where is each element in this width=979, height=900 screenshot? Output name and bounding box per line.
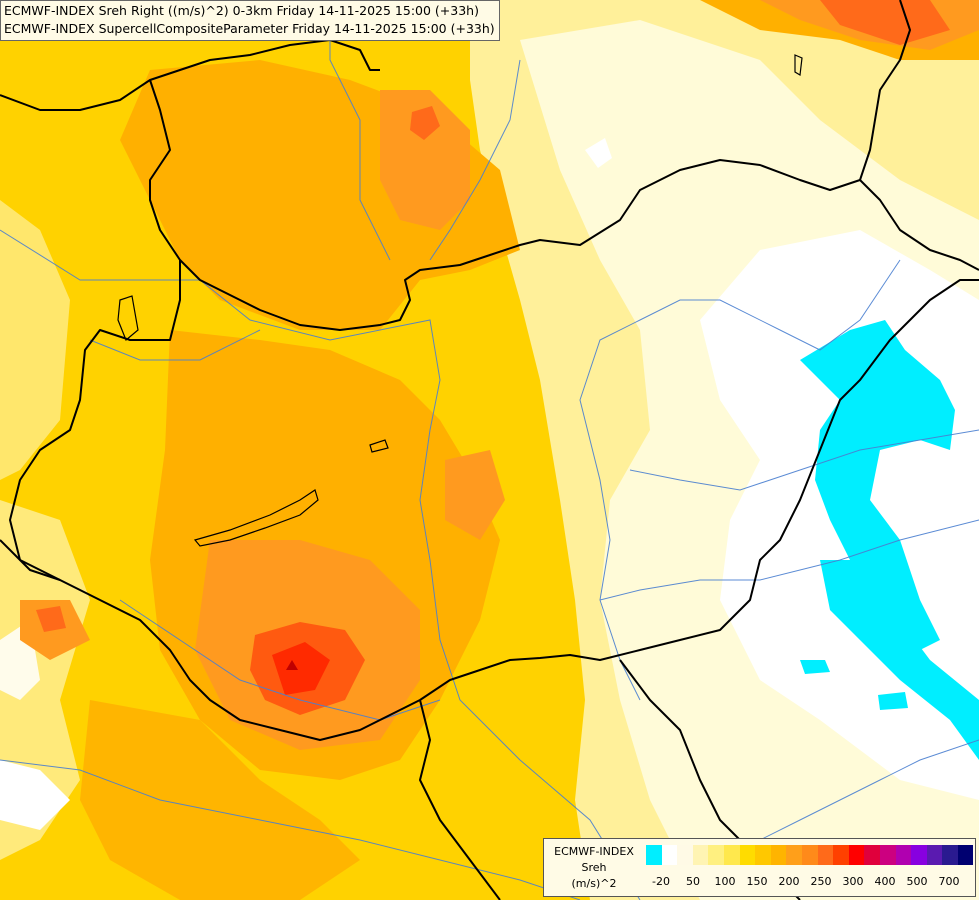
legend-unit: (m/s)^2 bbox=[571, 877, 617, 890]
river-tisza bbox=[579, 259, 901, 701]
red-orange-west bbox=[36, 606, 66, 632]
deep-orange-east bbox=[445, 450, 505, 540]
border-hr-rs bbox=[419, 699, 501, 900]
river-vah bbox=[429, 59, 521, 261]
river-danube bbox=[0, 229, 641, 900]
legend-swatch bbox=[895, 845, 912, 865]
white-spot-north bbox=[585, 138, 612, 168]
color-legend: ECMWF-INDEX Sreh (m/s)^2 -20 50 100 150 200 2… bbox=[543, 838, 976, 897]
legend-tick-label: 500 bbox=[906, 875, 928, 888]
red-orange-ne bbox=[820, 0, 950, 45]
red-marker bbox=[286, 660, 298, 670]
light-yellow-west bbox=[0, 200, 70, 480]
legend-swatches bbox=[646, 845, 974, 865]
legend-swatch bbox=[801, 845, 818, 865]
cyan-region-lobe bbox=[820, 560, 979, 760]
river-drava bbox=[119, 599, 441, 721]
legend-swatch bbox=[739, 845, 756, 865]
legend-tick-label: 50 bbox=[686, 875, 700, 888]
lake-small-ne bbox=[794, 54, 803, 76]
legend-swatch bbox=[661, 845, 678, 865]
legend-swatch bbox=[786, 845, 802, 865]
legend-tick-label: 700 bbox=[938, 875, 960, 888]
deep-orange-north bbox=[380, 90, 470, 230]
lake-balaton bbox=[193, 489, 319, 547]
red-orange-north bbox=[410, 106, 440, 140]
title-line-sreh: ECMWF-INDEX Sreh Right ((m/s)^2) 0-3km F… bbox=[4, 3, 479, 18]
legend-tick-label: 300 bbox=[842, 875, 864, 888]
legend-title: ECMWF-INDEX bbox=[554, 845, 634, 858]
border-ua bbox=[859, 0, 911, 181]
lakes bbox=[117, 54, 803, 547]
border-sw bbox=[0, 539, 61, 581]
river-sava bbox=[0, 759, 581, 900]
legend-swatch bbox=[817, 845, 834, 865]
legend-swatch bbox=[879, 845, 896, 865]
title-line-supercell: ECMWF-INDEX SupercellCompositeParameter … bbox=[4, 21, 495, 36]
legend-tick-label: 400 bbox=[874, 875, 896, 888]
legend-tick-label: 150 bbox=[746, 875, 768, 888]
border-at-hu bbox=[9, 260, 979, 741]
legend-swatch bbox=[755, 845, 771, 865]
white-spot-southwest bbox=[0, 760, 70, 830]
red-core bbox=[272, 642, 330, 695]
orange-region-sw bbox=[80, 700, 360, 900]
river-somes bbox=[629, 429, 979, 491]
legend-swatch bbox=[723, 845, 740, 865]
legend-swatch bbox=[957, 845, 974, 865]
legend-swatch bbox=[708, 845, 724, 865]
legend-swatch bbox=[926, 845, 943, 865]
legend-tick-label: 100 bbox=[714, 875, 736, 888]
river-raba bbox=[89, 329, 261, 361]
border-at-cz bbox=[149, 79, 979, 331]
map-title-box: ECMWF-INDEX Sreh Right ((m/s)^2) 0-3km F… bbox=[0, 0, 500, 41]
legend-variable: Sreh bbox=[581, 861, 607, 874]
legend-swatch bbox=[677, 845, 693, 865]
river-mures bbox=[599, 519, 979, 601]
legend-swatch bbox=[911, 845, 927, 865]
border-cz-sk-at bbox=[0, 39, 380, 111]
legend-ticks: -20 50 100 150 200 250 300 400 500 700 bbox=[646, 875, 974, 889]
river-olt bbox=[759, 739, 979, 841]
legend-swatch bbox=[864, 845, 880, 865]
legend-swatch bbox=[833, 845, 849, 865]
legend-swatch bbox=[646, 845, 662, 865]
cyan-small-b bbox=[878, 692, 908, 710]
legend-tick-label: 250 bbox=[810, 875, 832, 888]
legend-swatch bbox=[692, 845, 709, 865]
cyan-small-a bbox=[800, 660, 830, 674]
legend-swatch bbox=[942, 845, 958, 865]
legend-tick-label: 200 bbox=[778, 875, 800, 888]
legend-swatch bbox=[770, 845, 787, 865]
lake-velence bbox=[369, 439, 389, 453]
legend-tick-label: -20 bbox=[652, 875, 670, 888]
legend-swatch bbox=[848, 845, 865, 865]
lake-neusiedl bbox=[117, 295, 139, 341]
